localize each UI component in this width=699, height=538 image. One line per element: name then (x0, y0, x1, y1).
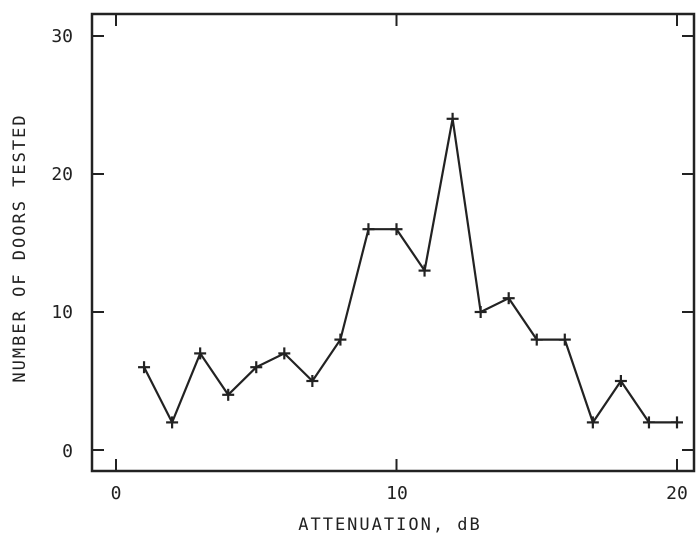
data-point-marker (138, 361, 151, 374)
data-point-marker (586, 416, 599, 429)
data-point-marker (250, 361, 263, 374)
data-point-marker (474, 306, 487, 318)
x-tick-label-0: 0 (111, 483, 122, 504)
y-tick-label-10: 10 (51, 302, 73, 323)
data-point-marker (418, 264, 431, 277)
data-point-marker (334, 333, 347, 346)
data-point-marker (390, 223, 403, 236)
x-tick-label-10: 10 (386, 483, 408, 504)
data-point-marker (194, 347, 207, 360)
data-point-marker (530, 333, 543, 346)
data-point-marker (614, 375, 627, 387)
axis-ticks (92, 14, 694, 471)
x-tick-label-20: 20 (666, 483, 688, 504)
data-point-marker (278, 347, 291, 360)
data-point-marker (362, 223, 375, 236)
plot-frame (90, 12, 696, 473)
data-point-marker (558, 333, 571, 346)
data-point-marker (306, 375, 319, 387)
data-markers (138, 112, 683, 429)
data-point-marker (446, 112, 459, 125)
data-point-marker (222, 388, 235, 401)
data-point-marker (502, 292, 515, 305)
y-tick-label-20: 20 (51, 164, 73, 185)
series-line-group (143, 118, 677, 426)
series-line-0 (143, 118, 677, 426)
data-point-marker (642, 416, 655, 429)
data-point-marker (671, 416, 683, 429)
y-tick-label-0: 0 (62, 441, 73, 462)
x-axis-label: ATTENUATION, dB (298, 515, 482, 535)
y-tick-label-30: 30 (51, 26, 73, 47)
y-axis-label: NUMBER OF DOORS TESTED (10, 113, 30, 382)
data-point-marker (166, 416, 179, 429)
